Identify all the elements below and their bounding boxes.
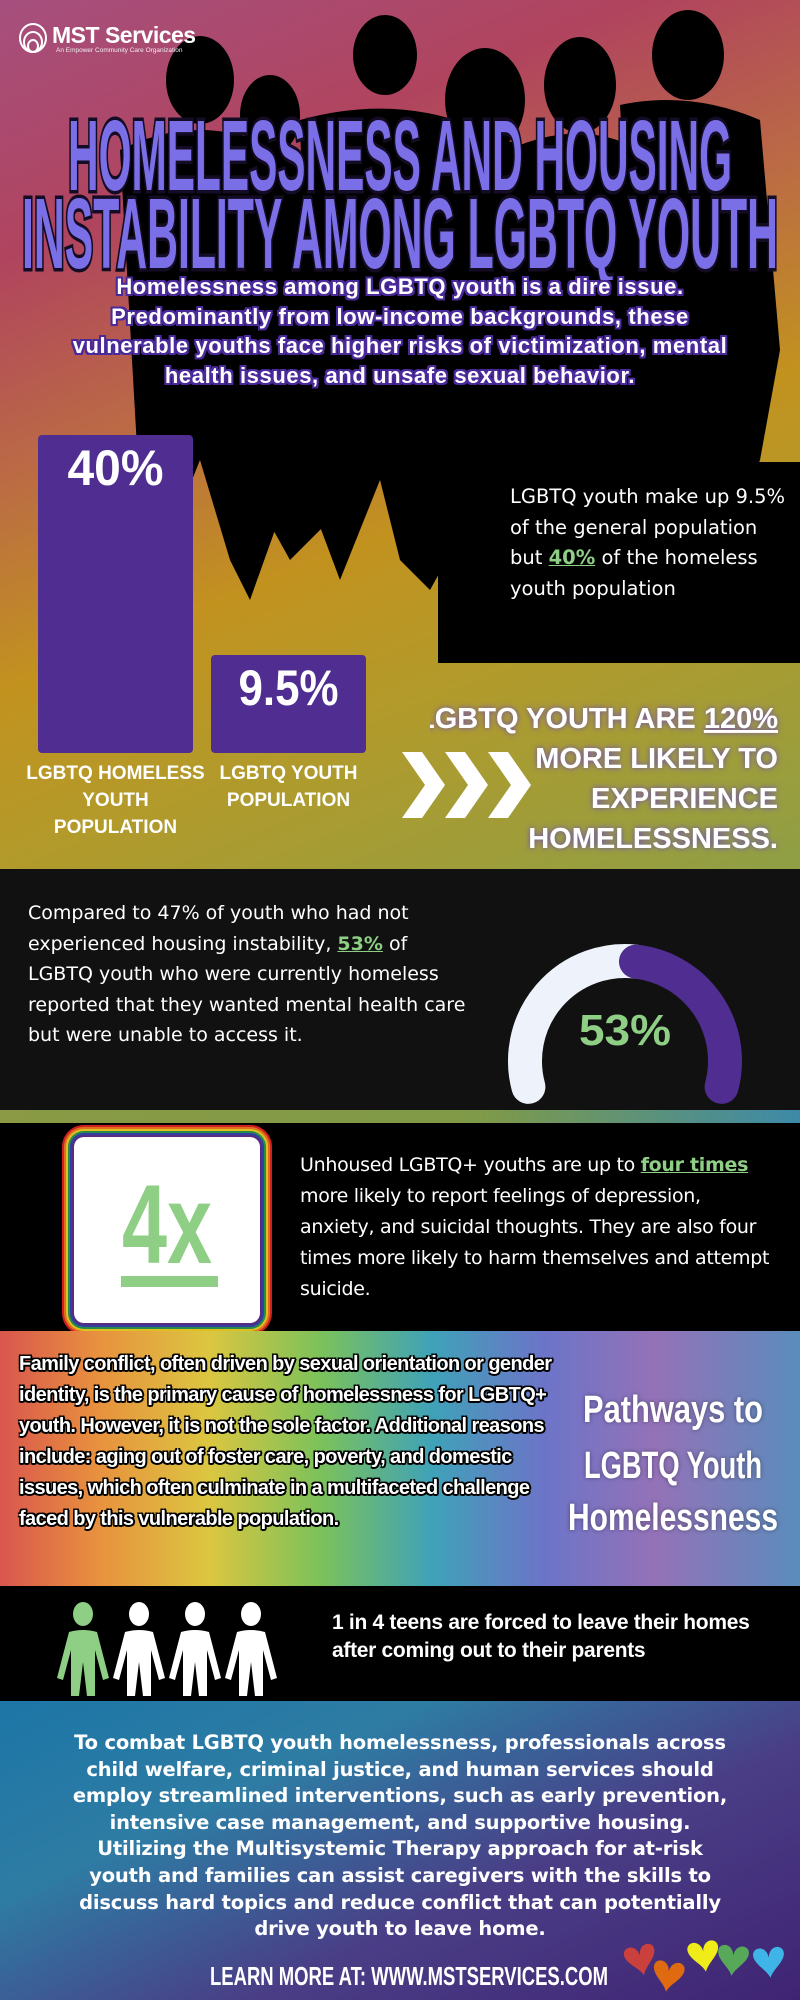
- pathways-heading-3: Homelessness: [568, 1497, 778, 1539]
- bar-category-label: POPULATION: [54, 817, 177, 838]
- gauge-value-arc: [618, 944, 742, 1104]
- bar-category-label: YOUTH: [82, 790, 149, 811]
- bar-value-label: 40%: [68, 440, 164, 496]
- stat-box-text: LGBTQ youth make up 9.5% of the general …: [510, 482, 790, 604]
- likely-statement: LGBTQ YOUTH ARE 120% MORE LIKELY TO EXPE…: [430, 703, 778, 855]
- bar-0: [38, 435, 193, 753]
- likely-line-2: MORE LIKELY TO: [535, 743, 778, 775]
- four-times-text: Unhoused LGBTQ+ youths are up to four ti…: [300, 1150, 770, 1305]
- mh-highlight: 53%: [337, 932, 383, 955]
- chevrons-icon: [402, 752, 531, 818]
- logo[interactable]: MST Services An Empower Community Care O…: [18, 22, 196, 54]
- mental-health-section: [0, 869, 800, 1110]
- four-x-underline: [121, 1276, 218, 1287]
- conclusion-section: [0, 1701, 800, 2000]
- pathways-section: [0, 1331, 800, 1586]
- conclusion-text: To combat LGBTQ youth homelessness, prof…: [72, 1731, 728, 1941]
- fx-text-end: more likely to report feelings of depres…: [300, 1185, 770, 1300]
- heart-icon: [623, 1943, 655, 1976]
- person-icon: [225, 1602, 277, 1696]
- four-x-label: 4x: [122, 1162, 212, 1287]
- gauge-label: 53%: [579, 1006, 671, 1055]
- page-title: HOMELESSNESS AND HOUSING INSTABILITY AMO…: [19, 97, 782, 281]
- pathways-heading: Pathways to LGBTQ Youth Homelessness: [568, 1389, 778, 1539]
- stat-highlight: 40%: [548, 546, 596, 569]
- fx-text: Unhoused LGBTQ+ youths are up to: [300, 1154, 641, 1176]
- bar-value-label: 9.5%: [239, 660, 339, 716]
- hearts-icon: [623, 1940, 784, 1992]
- bar-chart-svg: 40% LGBTQ HOMELESS YOUTH POPULATION 9.5% LGBT…: [26, 435, 366, 838]
- stat-text-end: of the homeless youth population: [510, 546, 758, 600]
- fx-highlight: four times: [640, 1154, 749, 1176]
- heart-icon: [753, 1946, 784, 1978]
- one-in-four-text: 1 in 4 teens are forced to leave their h…: [332, 1611, 750, 1662]
- person-icon: [113, 1602, 165, 1696]
- people-icons: [57, 1602, 277, 1696]
- person-icon: [169, 1602, 221, 1696]
- bar-category-label: LGBTQ HOMELESS: [26, 763, 204, 784]
- four-x-badge: 4x: [121, 1162, 218, 1287]
- likely-line-3: EXPERIENCE: [591, 783, 778, 815]
- youth-silhouettes-image: [120, 10, 780, 600]
- mental-health-text: Compared to 47% of youth who had not exp…: [28, 898, 468, 1051]
- pathways-heading-1: Pathways to: [583, 1389, 763, 1431]
- mst-logo-icon: [19, 23, 47, 53]
- bar-1: [211, 655, 366, 753]
- stat-box: [438, 462, 800, 663]
- likely-line-4: HOMELESSNESS.: [528, 823, 778, 855]
- pathways-text: Family conflict, often driven by sexual …: [19, 1353, 552, 1530]
- logo-tagline: An Empower Community Care Organization: [56, 46, 183, 54]
- bar-category-label: LGBTQ YOUTH: [220, 763, 358, 784]
- logo-name: MST Services: [52, 21, 196, 48]
- learn-more-text[interactable]: LEARN MORE AT: WWW.MSTSERVICES.COM: [210, 1961, 608, 1991]
- rainbow-frame: [74, 1137, 260, 1323]
- intro-text: Homelessness among LGBTQ youth is a dire…: [72, 274, 728, 388]
- mh-text: Compared to 47% of youth who had not exp…: [28, 902, 409, 955]
- title-line-1: HOMELESSNESS AND HOUSING: [68, 100, 732, 212]
- title-line-2: INSTABILITY AMONG LGBTQ YOUTH: [22, 178, 778, 280]
- learn-more-link[interactable]: LEARN MORE AT: WWW.MSTSERVICES.COM: [200, 1955, 620, 1995]
- person-icon: [57, 1602, 109, 1696]
- heart-icon: [718, 1944, 749, 1976]
- gauge-remaining-arc: [508, 944, 653, 1104]
- bar-category-label: POPULATION: [227, 790, 350, 811]
- heart-icon: [653, 1960, 685, 1992]
- stat-text: LGBTQ youth make up 9.5% of the general …: [510, 485, 786, 569]
- pathways-heading-2: LGBTQ Youth: [584, 1445, 762, 1487]
- gauge-chart: 53%: [508, 944, 742, 1104]
- heart-icon: [687, 1940, 719, 1972]
- divider-strip: [0, 1110, 800, 1123]
- mh-text-end: of LGBTQ youth who were currently homele…: [28, 932, 466, 1047]
- likely-line-1: LGBTQ YOUTH ARE 120%: [430, 703, 778, 735]
